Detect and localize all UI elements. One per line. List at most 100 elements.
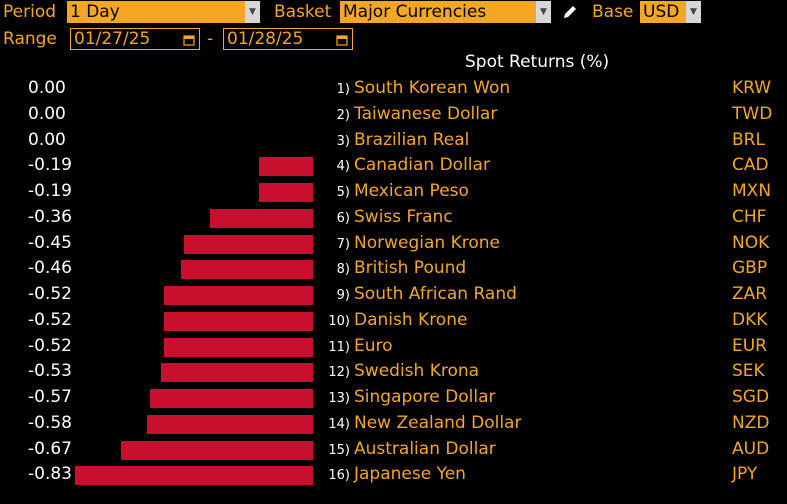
currency-name[interactable]: Mexican Peso <box>354 181 469 201</box>
return-bar <box>120 440 313 460</box>
table-row[interactable]: -0.67 15) Australian Dollar AUD <box>0 437 787 462</box>
table-row[interactable]: -0.19 5) Mexican Peso MXN <box>0 179 787 204</box>
return-bar <box>163 311 313 331</box>
return-value: 0.00 <box>28 78 66 98</box>
return-bar <box>161 363 313 383</box>
currency-code: CHF <box>732 206 767 227</box>
currency-name[interactable]: Danish Krone <box>354 309 468 330</box>
range-end-field[interactable]: 01/28/25 <box>223 28 353 50</box>
row-rank: 8) <box>336 262 350 278</box>
currency-code: MXN <box>732 181 772 201</box>
currency-name[interactable]: Norwegian Krone <box>354 232 500 253</box>
return-value: -0.67 <box>28 438 72 459</box>
currency-name[interactable]: British Pound <box>354 258 467 279</box>
calendar-icon[interactable] <box>183 34 195 46</box>
row-rank: 16) <box>328 468 350 484</box>
row-rank: 4) <box>336 159 350 175</box>
row-rank: 5) <box>336 185 350 200</box>
table-row[interactable]: 0.00 3) Brazilian Real BRL <box>0 128 787 153</box>
return-value: -0.19 <box>28 181 72 201</box>
row-rank: 2) <box>336 107 350 123</box>
range-start-field[interactable]: 01/27/25 <box>70 28 200 50</box>
base-select[interactable]: USD <box>640 1 686 23</box>
currency-code: DKK <box>732 309 768 330</box>
base-label: Base <box>592 2 634 22</box>
currency-name[interactable]: Canadian Dollar <box>354 155 490 176</box>
row-rank: 13) <box>328 391 350 406</box>
range-start-value: 01/27/25 <box>74 29 151 49</box>
row-rank: 11) <box>328 339 350 355</box>
return-value: -0.57 <box>28 387 72 407</box>
return-bar <box>209 208 313 228</box>
return-bar <box>181 260 313 280</box>
currency-name[interactable]: Swedish Krona <box>354 361 480 382</box>
row-rank: 3) <box>336 133 350 149</box>
return-value: -0.53 <box>28 361 72 382</box>
row-rank: 6) <box>336 210 350 226</box>
basket-select[interactable]: Major Currencies <box>340 1 536 23</box>
table-row[interactable]: -0.46 8) British Pound GBP <box>0 256 787 281</box>
currency-code: NZD <box>732 412 770 433</box>
basket-dropdown-arrow[interactable]: ▼ <box>536 1 551 23</box>
table-row[interactable]: -0.83 16) Japanese Yen JPY <box>0 462 787 487</box>
row-rank: 9) <box>336 288 350 303</box>
currency-code: JPY <box>732 464 758 485</box>
range-separator: - <box>207 29 214 49</box>
currency-code: ZAR <box>732 284 768 304</box>
edit-pencil-icon[interactable] <box>561 3 579 21</box>
calendar-icon[interactable] <box>336 34 348 46</box>
table-row[interactable]: -0.52 9) South African Rand ZAR <box>0 282 787 307</box>
currency-code: SEK <box>732 361 765 382</box>
return-bar <box>146 414 313 434</box>
return-bar <box>258 183 313 202</box>
currency-name[interactable]: South African Rand <box>354 284 517 304</box>
currency-code: EUR <box>732 335 767 356</box>
return-value: 0.00 <box>28 103 66 124</box>
table-row[interactable]: -0.57 13) Singapore Dollar SGD <box>0 385 787 410</box>
row-rank: 12) <box>328 365 350 381</box>
period-select[interactable]: 1 Day <box>67 1 245 23</box>
return-bar <box>163 286 313 305</box>
return-value: -0.45 <box>28 232 72 253</box>
row-rank: 15) <box>328 442 350 458</box>
range-label: Range <box>3 29 57 49</box>
return-value: -0.52 <box>28 309 72 330</box>
currency-name[interactable]: Brazilian Real <box>354 129 470 150</box>
currency-name[interactable]: Euro <box>354 335 393 356</box>
base-dropdown-arrow[interactable]: ▼ <box>686 1 701 23</box>
return-bar <box>163 337 313 357</box>
table-row[interactable]: 0.00 1) South Korean Won KRW <box>0 76 787 101</box>
return-value: -0.46 <box>28 258 72 279</box>
currency-name[interactable]: Australian Dollar <box>354 438 496 459</box>
table-row[interactable]: -0.19 4) Canadian Dollar CAD <box>0 153 787 178</box>
currency-code: NOK <box>732 232 770 253</box>
table-row[interactable]: -0.36 6) Swiss Franc CHF <box>0 205 787 230</box>
currency-name[interactable]: South Korean Won <box>354 78 511 98</box>
range-end-value: 01/28/25 <box>227 29 304 49</box>
basket-label: Basket <box>274 2 332 22</box>
period-dropdown-arrow[interactable]: ▼ <box>245 1 260 23</box>
currency-name[interactable]: Taiwanese Dollar <box>354 103 498 124</box>
currency-code: BRL <box>732 129 765 150</box>
return-value: -0.52 <box>28 284 72 304</box>
row-rank: 10) <box>328 313 350 329</box>
return-bar <box>183 234 313 254</box>
table-row[interactable]: -0.52 11) Euro EUR <box>0 334 787 359</box>
currency-name[interactable]: New Zealand Dollar <box>354 412 522 433</box>
return-value: -0.52 <box>28 335 72 356</box>
return-bar <box>258 157 313 177</box>
currency-name[interactable]: Swiss Franc <box>354 206 453 227</box>
table-row[interactable]: 0.00 2) Taiwanese Dollar TWD <box>0 102 787 127</box>
return-value: -0.19 <box>28 155 72 176</box>
currency-name[interactable]: Singapore Dollar <box>354 387 496 407</box>
table-row[interactable]: -0.52 10) Danish Krone DKK <box>0 308 787 333</box>
table-row[interactable]: -0.45 7) Norwegian Krone NOK <box>0 231 787 256</box>
currency-name[interactable]: Japanese Yen <box>354 464 466 485</box>
period-label: Period <box>3 2 57 22</box>
row-rank: 7) <box>336 236 350 252</box>
currency-code: TWD <box>732 103 773 124</box>
return-value: 0.00 <box>28 129 66 150</box>
table-row[interactable]: -0.58 14) New Zealand Dollar NZD <box>0 411 787 436</box>
table-row[interactable]: -0.53 12) Swedish Krona SEK <box>0 359 787 384</box>
currency-code: AUD <box>732 438 770 459</box>
